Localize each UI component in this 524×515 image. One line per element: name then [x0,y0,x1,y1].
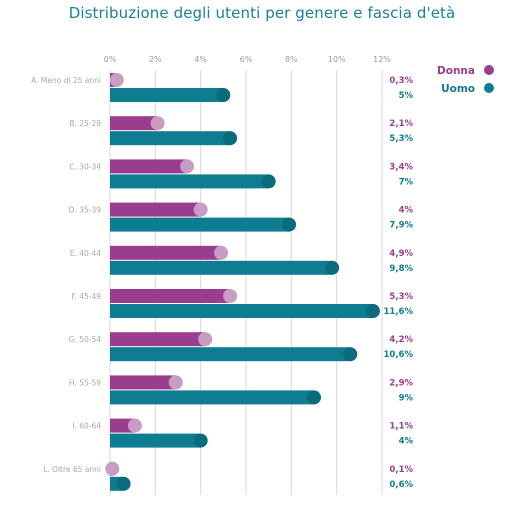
uomo-bar [110,131,231,146]
uomo-bar-cap [307,390,321,405]
legend-marker-uomo [484,83,494,93]
category-label: I. 60-64 [72,422,101,431]
x-tick-label: 10% [328,55,346,64]
donna-bar-cap [150,116,165,131]
uomo-value-label: 5,3% [389,134,413,144]
donna-value-label: 5,3% [389,292,413,302]
donna-bar [110,375,176,390]
donna-bar-cap [214,245,229,260]
uomo-bar-cap [325,260,340,275]
uomo-bar [110,260,333,275]
donna-bar [110,332,206,347]
donna-value-label: 4,2% [389,335,413,345]
bars [105,73,380,491]
uomo-bar-cap [261,174,276,189]
x-tick-label: 12% [373,55,391,64]
chart-title: Distribuzione degli utenti per genere e … [68,4,456,22]
uomo-bar [110,433,201,448]
uomo-bar [110,174,269,189]
donna-bar-cap [105,461,120,476]
donna-value-label: 3,4% [389,162,413,172]
uomo-value-label: 9,8% [389,264,413,274]
uomo-value-label: 5% [399,91,414,101]
category-label: A. Meno di 25 anni [31,76,101,85]
uomo-bar-cap [116,476,131,491]
donna-value-label: 4% [399,206,414,216]
donna-bar [110,418,135,433]
donna-bar-cap [109,73,124,87]
donna-value-label: 2,9% [389,378,413,388]
uomo-bar-cap [282,217,297,232]
donna-bar [110,159,188,174]
category-label: H. 55-59 [69,378,101,387]
donna-bar-cap [198,332,213,347]
legend-marker-donna [484,65,494,75]
x-tick-label: 8% [285,55,298,64]
category-label: L. Oltre 65 anni [43,465,101,474]
x-tick-label: 4% [194,55,207,64]
uomo-value-label: 0,6% [389,480,413,490]
category-label: F. 45-49 [71,292,101,301]
uomo-value-label: 11,6% [384,307,414,317]
category-label: E. 40-44 [70,249,102,258]
legend-label-uomo: Uomo [441,83,475,95]
uomo-bar-cap [365,304,380,318]
uomo-bar [110,390,314,405]
donna-bar [110,202,201,217]
uomo-bar [110,347,351,362]
x-axis-ticks: 0% 2% 4% 6% 8% 10% 12% [104,55,392,64]
value-labels: 0,3% 5% 2,1% 5,3% 3,4% 7% 4% 7,9% 4,9% 9,8% 5,3% 11… [384,76,414,490]
donna-bar [110,245,222,260]
x-tick-label: 0% [104,55,117,64]
category-labels: A. Meno di 25 anni B. 25-29 C. 30-34 D. 35-… [31,76,101,474]
donna-value-label: 2,1% [389,119,413,129]
donna-value-label: 1,1% [389,422,413,432]
donna-value-label: 4,9% [389,249,413,259]
uomo-bar [110,88,224,102]
category-label: G. 50-54 [69,335,102,344]
donna-bar-cap [180,159,195,174]
uomo-value-label: 4% [399,437,414,447]
donna-value-label: 0,3% [389,76,413,86]
category-label: D. 35-39 [69,206,102,215]
category-label: C. 30-34 [69,162,101,171]
legend-label-donna: Donna [437,65,475,77]
x-tick-label: 6% [240,55,253,64]
category-label: B. 25-29 [69,119,101,128]
legend: Donna Uomo [437,65,494,95]
donna-bar-cap [193,202,208,217]
uomo-bar-cap [223,131,238,146]
uomo-bar-cap [216,88,231,102]
uomo-bar-cap [193,433,208,448]
donna-value-label: 0,1% [389,465,413,475]
donna-bar-cap [168,375,183,390]
donna-bar-cap [127,418,142,433]
uomo-value-label: 10,6% [384,350,414,360]
donna-bar [110,116,158,131]
uomo-value-label: 7,9% [389,221,413,231]
donna-bar [110,289,231,303]
x-tick-label: 2% [149,55,162,64]
donna-bar-cap [223,289,238,303]
uomo-value-label: 7% [399,177,414,187]
uomo-bar [110,217,290,232]
uomo-bar [110,304,373,318]
uomo-value-label: 9% [399,393,414,403]
uomo-bar-cap [343,347,358,362]
